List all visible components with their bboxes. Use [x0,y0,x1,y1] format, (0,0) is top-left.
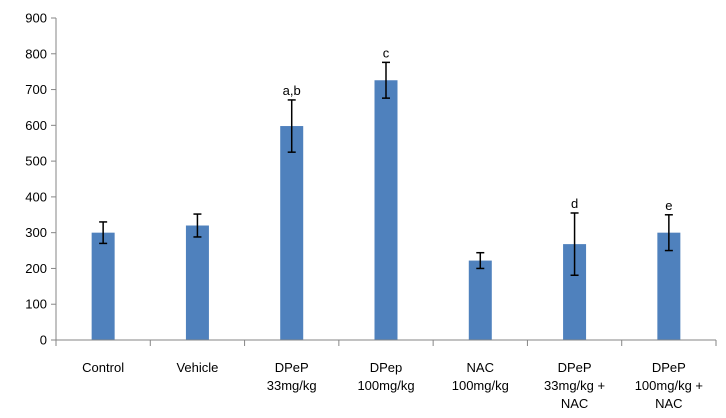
error-bar [570,212,579,276]
x-category-label: NAC 100mg/kg [452,360,509,393]
y-tick-label: 100 [25,297,47,312]
x-category-label: Control [82,360,124,375]
bar [91,232,115,340]
bar [374,80,398,341]
y-tick-label: 700 [25,82,47,97]
x-category-label: DPeP 33mg/kg + NAC [544,360,605,411]
x-category-label: DPeP 100mg/kg + NAC [635,360,703,411]
significance-label: a,b [283,83,301,98]
x-category-label: DPep 100mg/kg [357,360,414,393]
error-bar [664,214,673,252]
error-bars [99,61,673,276]
y-tick-label: 800 [25,46,47,61]
y-tick-label: 400 [25,189,47,204]
y-tick-label: 0 [40,333,47,348]
significance-label: c [383,45,390,60]
significance-label: e [665,198,672,213]
axes [55,18,717,346]
bars [91,80,681,341]
significance-label: d [571,196,578,211]
error-bar [99,221,108,245]
x-axis-category-labels: Control Vehicle DPeP 33mg/kg DPep 100mg/kg NAC… [82,360,703,411]
x-category-label: Vehicle [176,360,218,375]
bar [185,225,209,340]
significance-annotations: a,b c d e [283,45,673,212]
x-category-label: DPeP 33mg/kg [267,360,317,393]
bar [468,260,492,340]
y-tick-label: 600 [25,118,47,133]
error-bar [193,213,202,238]
y-tick-label: 500 [25,154,47,169]
error-bar [382,61,390,99]
error-bar [287,99,296,153]
y-axis-ticks: 0 100 200 300 400 500 600 700 800 900 [25,11,56,348]
error-bar [476,251,485,270]
bar [280,126,304,340]
y-tick-label: 900 [25,11,47,26]
y-tick-label: 300 [25,225,47,240]
y-tick-label: 200 [25,261,47,276]
bar [563,244,587,340]
bar [657,232,681,340]
